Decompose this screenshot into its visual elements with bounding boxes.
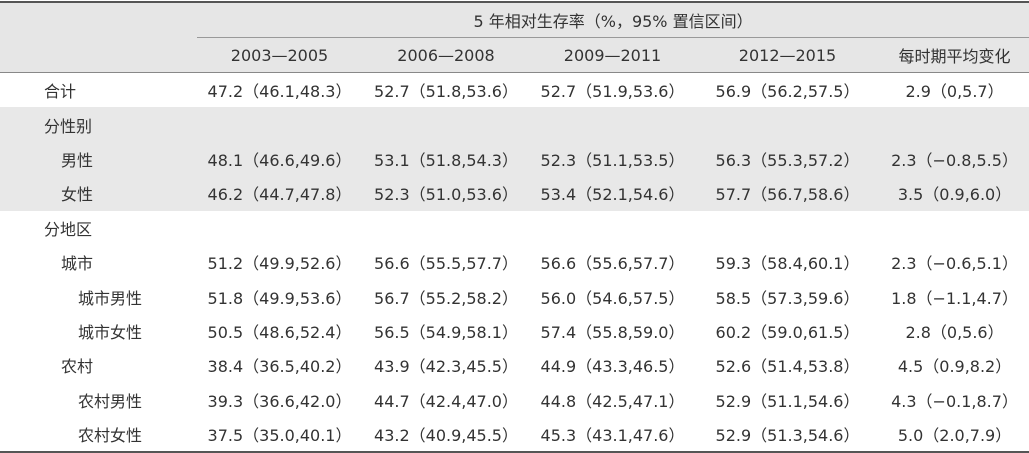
data-cell: 52.7（51.9,53.6） — [540, 82, 685, 102]
data-cell: 56.6（55.6,57.7） — [540, 254, 685, 274]
data-cell: 1.8（−1.1,4.7） — [891, 288, 1018, 308]
data-cell: 2.3（−0.8,5.5） — [880, 141, 1029, 177]
data-cell: 57.4（55.8,59.0） — [540, 322, 685, 342]
data-cell: 56.5（54.9,58.1） — [374, 322, 518, 342]
data-cell: 38.4（36.5,40.2） — [207, 357, 352, 377]
row-label: 合计 — [44, 82, 77, 102]
data-cell: 47.2（46.1,48.3） — [207, 82, 352, 102]
column-header: 每时期平均变化 — [880, 37, 1029, 73]
table-row: 农村女性 37.5（35.0,40.1） 43.2（40.9,45.5） 45.3（4… — [0, 417, 1029, 452]
data-cell: 56.0（54.6,57.5） — [540, 288, 685, 308]
data-cell: 4.5（0.9,8.2） — [897, 357, 1012, 377]
data-cell: 2.8（0,5.6） — [905, 322, 1004, 342]
row-label: 农村女性 — [78, 426, 143, 446]
data-cell: 56.7（55.2,58.2） — [374, 288, 518, 308]
table-row: 农村 38.4（36.5,40.2） 43.9（42.3,45.5） 44.9（43.… — [0, 348, 1029, 382]
data-cell: 46.2（44.7,47.8） — [197, 176, 362, 211]
header-title: 5 年相对生存率（%，95% 置信区间） — [197, 2, 1029, 38]
row-label: 城市男性 — [78, 288, 143, 308]
table-row: 女性 46.2（44.7,47.8） 52.3（51.0,53.6） 53.4（52.… — [0, 176, 1029, 211]
data-cell: 60.2（59.0,61.5） — [715, 322, 860, 342]
data-cell: 5.0（2.0,7.9） — [897, 426, 1012, 446]
row-label: 男性 — [0, 141, 197, 177]
row-label: 城市女性 — [78, 322, 143, 342]
data-cell: 37.5（35.0,40.1） — [207, 426, 352, 446]
column-header: 2006—2008 — [362, 37, 530, 73]
row-label: 分性别 — [0, 107, 1029, 142]
data-cell: 52.9（51.1,54.6） — [715, 391, 860, 411]
data-cell: 2.3（−0.6,5.1） — [891, 254, 1018, 274]
table-row: 分地区 — [0, 211, 1029, 245]
data-cell: 52.9（51.3,54.6） — [715, 426, 860, 446]
data-cell: 43.2（40.9,45.5） — [374, 426, 518, 446]
data-cell: 52.6（51.4,53.8） — [715, 357, 860, 377]
table-row: 农村男性 39.3（36.6,42.0） 44.7（42.4,47.0） 44.8（4… — [0, 383, 1029, 417]
column-header: 2009—2011 — [530, 37, 695, 73]
table-row: 合计 47.2（46.1,48.3） 52.7（51.8,53.6） 52.7（51.… — [0, 73, 1029, 108]
data-cell: 58.5（57.3,59.6） — [715, 288, 860, 308]
data-cell: 45.3（43.1,47.6） — [540, 426, 685, 446]
row-label: 女性 — [0, 176, 197, 211]
row-label: 农村男性 — [78, 391, 143, 411]
data-cell: 44.7（42.4,47.0） — [374, 391, 518, 411]
data-cell: 53.4（52.1,54.6） — [530, 176, 695, 211]
data-cell: 43.9（42.3,45.5） — [374, 357, 518, 377]
data-cell: 52.7（51.8,53.6） — [374, 82, 518, 102]
data-cell: 52.3（51.0,53.6） — [362, 176, 530, 211]
data-cell: 2.9（0,5.7） — [905, 82, 1004, 102]
data-cell: 59.3（58.4,60.1） — [715, 254, 860, 274]
row-label: 农村 — [61, 357, 94, 377]
table-row: 男性 48.1（46.6,49.6） 53.1（51.8,54.3） 52.3（51.… — [0, 141, 1029, 177]
data-cell: 48.1（46.6,49.6） — [197, 141, 362, 177]
data-cell: 56.3（55.3,57.2） — [695, 141, 880, 177]
corner-cell — [0, 37, 197, 73]
header-row: 2003—2005 2006—2008 2009—2011 2012—2015 每时期平… — [0, 37, 1029, 73]
table-row: 城市男性 51.8（49.9,53.6） 56.7（55.2,58.2） 56.0（5… — [0, 279, 1029, 313]
column-header: 2003—2005 — [197, 37, 362, 73]
row-label: 分地区 — [44, 219, 93, 239]
table-row: 城市 51.2（49.9,52.6） 56.6（55.5,57.7） 56.6（55.… — [0, 245, 1029, 279]
data-cell: 51.8（49.9,53.6） — [207, 288, 352, 308]
data-cell: 57.7（56.7,58.6） — [695, 176, 880, 211]
table-row: 分性别 — [0, 107, 1029, 142]
header-row: 5 年相对生存率（%，95% 置信区间） — [0, 2, 1029, 38]
column-header: 2012—2015 — [695, 37, 880, 73]
table-row: 城市女性 50.5（48.6,52.4） 56.5（54.9,58.1） 57.4（5… — [0, 314, 1029, 348]
data-cell: 44.8（42.5,47.1） — [540, 391, 685, 411]
data-cell: 56.6（55.5,57.7） — [374, 254, 518, 274]
row-label: 城市 — [61, 254, 94, 274]
data-cell: 56.9（56.2,57.5） — [715, 82, 860, 102]
data-cell: 52.3（51.1,53.5） — [530, 141, 695, 177]
data-cell: 51.2（49.9,52.6） — [207, 254, 352, 274]
data-cell: 39.3（36.6,42.0） — [207, 391, 352, 411]
data-cell: 44.9（43.3,46.5） — [540, 357, 685, 377]
corner-cell — [0, 2, 197, 38]
data-cell: 3.5（0.9,6.0） — [880, 176, 1029, 211]
data-cell: 53.1（51.8,54.3） — [362, 141, 530, 177]
data-cell: 50.5（48.6,52.4） — [207, 322, 352, 342]
data-cell: 4.3（−0.1,8.7） — [891, 391, 1018, 411]
